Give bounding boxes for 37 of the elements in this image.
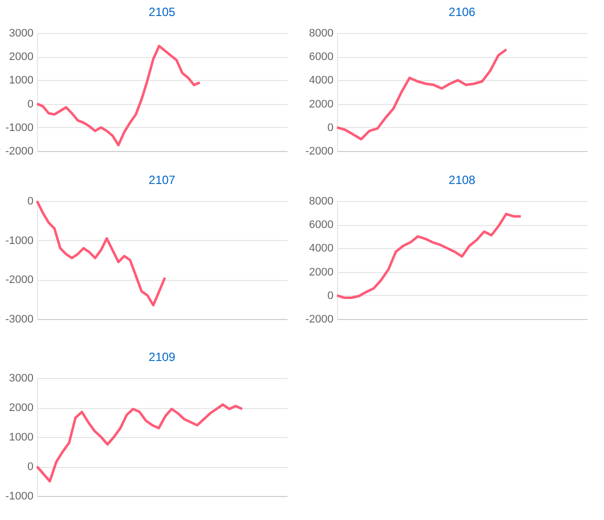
y-tick-label: 6000	[309, 51, 334, 64]
chart-title: 2106	[448, 5, 476, 19]
y-tick-label: 2000	[9, 402, 34, 414]
y-tick-label: 1000	[9, 432, 34, 444]
y-tick-label: -1000	[5, 122, 34, 134]
y-tick-label: 0	[327, 290, 334, 302]
y-tick-label: -2000	[5, 146, 34, 158]
y-tick-label: 0	[27, 196, 34, 208]
chart-title: 2105	[148, 5, 176, 19]
y-tick-label: -2000	[305, 146, 334, 158]
y-tick-label: 0	[27, 461, 34, 473]
y-tick-label: -2000	[305, 314, 334, 326]
chart-title: 2109	[148, 350, 176, 364]
y-tick-label: -2000	[5, 274, 34, 286]
y-tick-label: 4000	[309, 242, 334, 255]
y-tick-label: 2000	[309, 98, 334, 110]
y-tick-label: -1000	[5, 234, 34, 247]
y-tick-label: 6000	[309, 219, 334, 232]
line-series	[36, 44, 202, 146]
y-tick-label: 0	[27, 98, 34, 110]
line-series	[336, 48, 508, 140]
line-series	[336, 212, 522, 300]
y-tick-label: 0	[327, 122, 334, 134]
y-tick-label: 4000	[309, 74, 334, 87]
y-tick-label: 8000	[309, 196, 334, 208]
y-tick-label: -3000	[5, 314, 34, 326]
y-tick-label: 8000	[309, 28, 334, 40]
chart-title: 2108	[448, 173, 476, 187]
y-tick-label: 3000	[9, 28, 34, 40]
line-series	[36, 403, 244, 482]
y-tick-label: -1000	[5, 490, 34, 502]
chart-title: 2107	[148, 173, 176, 187]
y-tick-label: 2000	[9, 51, 34, 64]
y-tick-label: 1000	[9, 74, 34, 87]
line-series	[36, 200, 166, 306]
y-tick-label: 3000	[9, 372, 34, 384]
y-tick-label: 2000	[309, 266, 334, 278]
